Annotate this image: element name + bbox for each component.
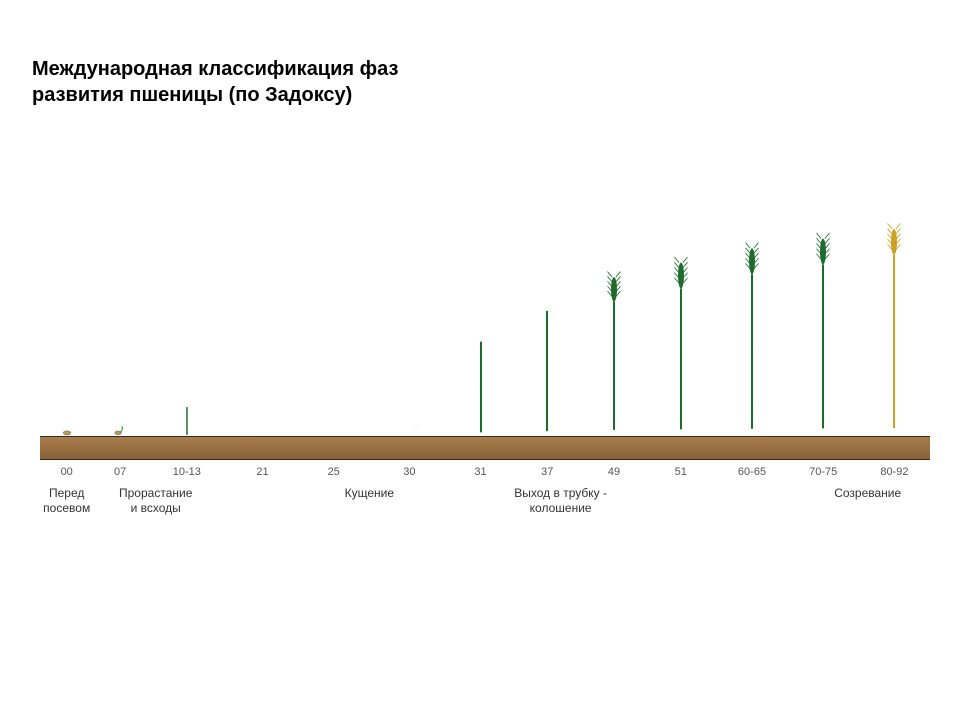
- growth-stage: [95, 426, 145, 436]
- growth-stage: [869, 221, 919, 436]
- zadoks-code: 30: [403, 466, 415, 478]
- growth-stage: [798, 231, 848, 436]
- zadoks-code: 49: [608, 466, 620, 478]
- plant-icon: [869, 221, 919, 436]
- phase-label: Выход в трубку - колошение: [514, 486, 607, 516]
- phase-label: Перед посевом: [43, 486, 90, 516]
- soil-strip: [40, 436, 930, 460]
- zadoks-code: 21: [256, 466, 268, 478]
- plant-icon: [456, 338, 506, 436]
- zadoks-code: 00: [61, 466, 73, 478]
- zadoks-code: 80-92: [880, 466, 908, 478]
- plant-icon: [95, 426, 145, 436]
- plant-icon: [384, 366, 434, 436]
- growth-diagram: [40, 200, 930, 460]
- phase-label: Кущение: [345, 486, 394, 501]
- zadoks-code: 25: [328, 466, 340, 478]
- growth-stage: [309, 384, 359, 436]
- plant-icon: [309, 384, 359, 436]
- growth-stage: [656, 256, 706, 436]
- zadoks-codes-row: 00 07 10-13 21 25 30 31 37 49 51 60-65 70-75 80-92: [40, 466, 930, 484]
- zadoks-code: 31: [474, 466, 486, 478]
- page-title: Международная классификация фаз развития…: [32, 56, 398, 108]
- zadoks-code: 37: [541, 466, 553, 478]
- phase-labels-row: Перед посевом Прорастание и всходы Кущение…: [40, 486, 930, 526]
- growth-stage: [727, 241, 777, 436]
- plant-icon: [238, 394, 288, 436]
- plant-icon: [162, 406, 212, 436]
- zadoks-code: 07: [114, 466, 126, 478]
- plant-icon: [798, 231, 848, 436]
- plant-icon: [522, 306, 572, 436]
- stages-row: [40, 200, 930, 436]
- growth-stage: [456, 338, 506, 436]
- plant-icon: [727, 241, 777, 436]
- zadoks-code: 10-13: [173, 466, 201, 478]
- zadoks-code: 60-65: [738, 466, 766, 478]
- plant-icon: [589, 271, 639, 436]
- growth-stage: [162, 406, 212, 436]
- zadoks-code: 51: [675, 466, 687, 478]
- growth-stage: [522, 306, 572, 436]
- phase-label: Созревание: [834, 486, 901, 501]
- zadoks-code: 70-75: [809, 466, 837, 478]
- growth-stage: [589, 271, 639, 436]
- growth-stage: [238, 394, 288, 436]
- plant-icon: [656, 256, 706, 436]
- phase-label: Прорастание и всходы: [119, 486, 192, 516]
- plant-icon: [42, 428, 92, 436]
- growth-stage: [384, 366, 434, 436]
- growth-stage: [42, 428, 92, 436]
